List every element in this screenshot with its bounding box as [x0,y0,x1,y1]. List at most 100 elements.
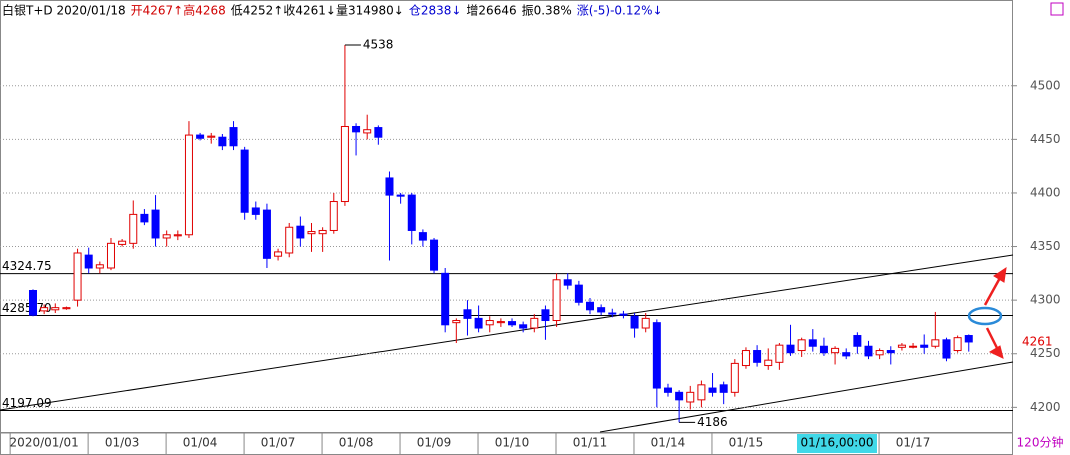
candle-body [586,301,594,311]
last-price: 4261 [1022,334,1053,348]
candle-body [608,312,617,315]
candle-body [251,207,260,215]
candle-body [530,317,539,329]
candle-body [129,213,138,244]
header-item: 开4267↑高4268 [131,3,226,18]
x-tick-label: 01/03 [105,436,140,450]
x-tick-label: 01/04 [183,436,218,450]
arrow-head [993,266,1007,283]
period-label[interactable]: 120分钟 [1017,435,1064,450]
y-tick-label: 4200 [1030,400,1061,414]
panel-icon[interactable] [1050,2,1064,16]
candle-body [318,229,327,235]
candle-body [452,320,461,324]
candle-body [786,344,795,354]
candle-body [51,307,60,311]
candle-body [296,225,305,239]
y-tick-label: 4300 [1030,293,1061,307]
candle-body [352,125,361,133]
candle-body [597,307,606,313]
candle-body [953,337,962,352]
low-label: 4186 [697,415,728,429]
header-item: 增26646 [466,4,516,18]
candle-body [274,251,283,257]
candle-body [663,387,672,393]
x-tick-label: 01/10 [495,436,530,450]
candle-body [708,387,717,393]
header-item: 振0.38% [522,4,572,18]
x-tick-label: 01/09 [417,436,452,450]
candle-body [619,313,628,316]
candle-body [819,345,828,354]
candle-body [508,321,517,326]
level-label: 4324.75 [2,259,52,273]
x-tick-label: 01/15 [729,436,764,450]
arrows [983,266,1007,359]
highlight-ellipse [967,306,1003,326]
candle-body [630,315,639,329]
cursor-box [797,434,877,453]
arrow-down [985,327,1000,351]
x-tick-label: 01/08 [339,436,374,450]
candle-body [797,339,806,352]
candle-body [106,242,115,269]
candle-body [675,391,684,401]
candle-body [719,384,728,393]
cursor-label: 01/16,00:00 [801,436,874,450]
header-item: 仓2838↓ [409,4,462,18]
x-tick-label: 01/14 [651,436,686,450]
y-tick-label: 4250 [1030,346,1061,360]
candle-body [485,320,494,326]
arrow-head [988,345,1004,359]
y-tick-label: 4450 [1030,132,1061,146]
candle-body [496,321,505,324]
candle-body [842,352,851,357]
candle-body [808,339,817,347]
candle-body [240,149,249,213]
candle-body [418,232,427,241]
candle-body [162,234,171,239]
candle-body [875,350,884,356]
candle-body [931,339,940,347]
candle-body [151,209,160,239]
y-tick-label: 4350 [1030,239,1061,253]
candle-body [563,279,572,286]
candle-body [29,290,37,316]
candle-body [574,284,583,303]
candle-body [920,344,929,348]
candle-body [853,335,862,347]
candle-body [385,177,394,196]
candle-body [374,127,383,138]
candle-body [964,335,973,343]
candle-body [229,127,238,147]
candle-body [307,231,316,235]
header-item: 低4252↑收4261↓量314980↓ [231,4,404,18]
candle-body [552,279,561,322]
x-tick-label: 01/07 [261,436,296,450]
candle-body [73,252,82,301]
candle-body [441,272,450,326]
candle-body [474,317,483,329]
level-label: 4197.09 [2,396,52,410]
candle-body [897,344,906,348]
candle-body [519,324,528,329]
candle-body [218,136,227,147]
candle-body [697,384,706,401]
candle-body [40,307,49,312]
candle-body [140,213,149,223]
candle-body [173,234,182,237]
candle-body [864,345,873,357]
high-label: 4538 [363,38,394,52]
candle-body [285,226,294,254]
candle-body [741,350,750,367]
candle-body [686,391,695,403]
trend-line [599,361,1014,433]
x-tick-label: 2020/01/01 [10,436,79,450]
arrow-up [983,275,1003,306]
candle-body [775,344,784,363]
candle-body [62,307,71,310]
candle-body [184,134,193,236]
candle-body [329,201,338,231]
